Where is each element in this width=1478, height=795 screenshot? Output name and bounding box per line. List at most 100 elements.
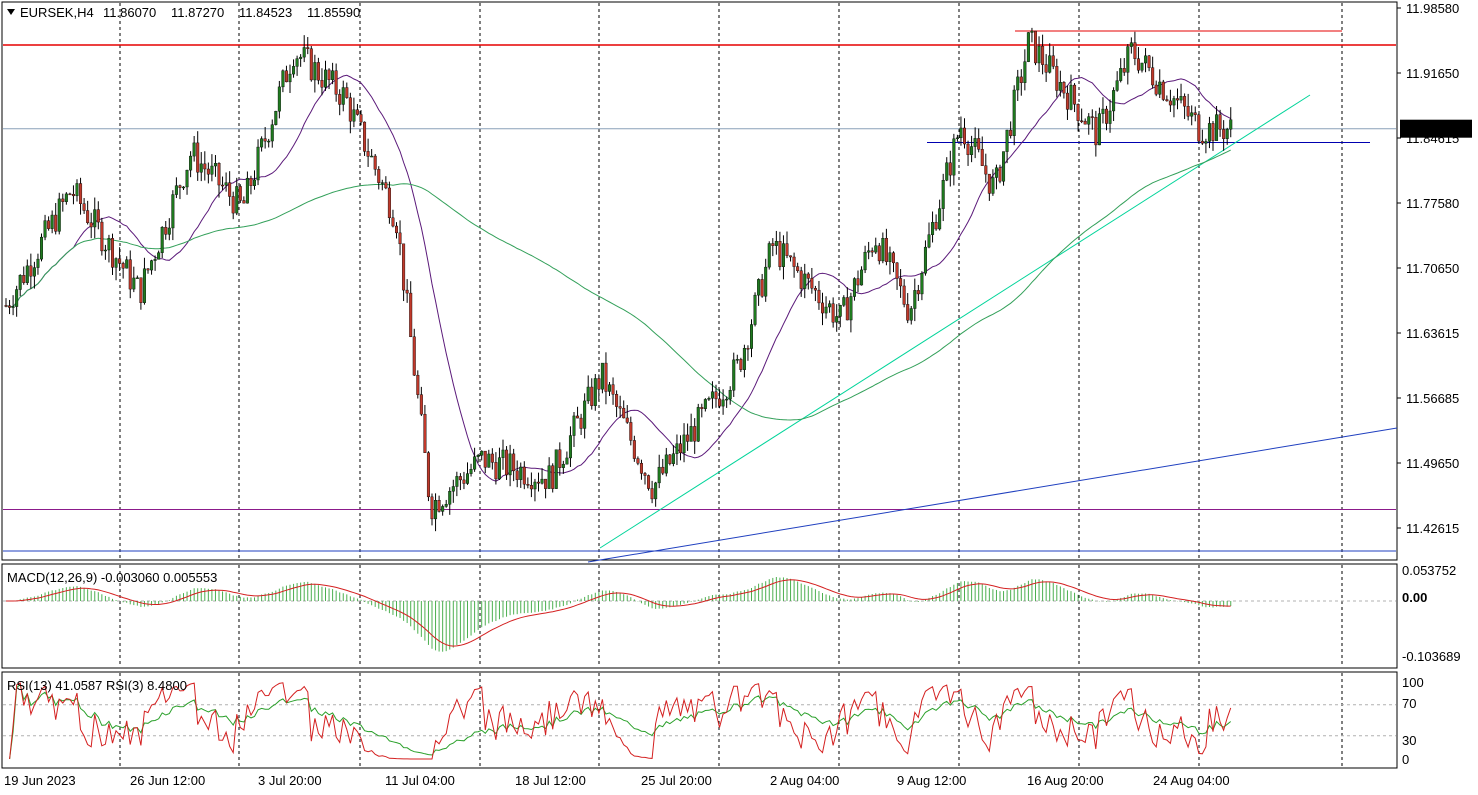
candle-body [597, 378, 601, 390]
candle-body [1215, 114, 1219, 141]
candle-body [79, 183, 83, 204]
candle-body [409, 292, 413, 338]
macd-axis-label: 0.00 [1402, 590, 1427, 605]
time-axis-label: 26 Jun 12:00 [130, 773, 205, 788]
candle-body [526, 484, 530, 486]
macd-panel[interactable] [1, 563, 1398, 669]
candle-body [359, 114, 363, 123]
moving-averages [5, 74, 1231, 482]
candle-body [515, 470, 519, 480]
candle-body [941, 180, 945, 209]
candle-body [473, 456, 477, 470]
candle-body [647, 475, 651, 489]
candle-body [586, 386, 590, 402]
candle-body [107, 238, 111, 251]
candle-body [568, 435, 572, 459]
candle-body [980, 149, 984, 166]
ma-slow-line [5, 149, 1231, 421]
candle-body [1108, 110, 1112, 124]
candle-body [455, 476, 459, 487]
rsi-label: RSI(13) 41.0587 RSI(3) 8.4800 [7, 678, 187, 693]
rsi-panel[interactable] [1, 671, 1398, 769]
candle-body [785, 243, 789, 256]
candle-body [142, 268, 146, 303]
candle-body [622, 407, 626, 419]
candle-body [1048, 55, 1052, 73]
price-panel[interactable] [1, 1, 1398, 561]
candle-body [529, 485, 533, 490]
price-axis-label: 11.63615 [1406, 326, 1459, 341]
macd-indicator [3, 577, 1396, 652]
candle-body [1218, 114, 1222, 130]
candle-body [366, 151, 370, 157]
rsi-axis-label: 30 [1402, 733, 1416, 748]
candle-body [870, 250, 874, 253]
candle-body [196, 142, 200, 173]
dropdown-triangle-icon[interactable] [7, 9, 15, 15]
open-value: 11.86070 [103, 5, 156, 20]
candle-body [1126, 46, 1130, 73]
candle-body [970, 146, 974, 155]
candle-body [544, 478, 548, 489]
candle-body [480, 450, 484, 456]
candle-body [135, 277, 139, 279]
candle-body [426, 452, 430, 498]
candle-body [238, 186, 242, 201]
candle-body [1129, 42, 1133, 47]
candle-body [1161, 81, 1165, 100]
candle-body [40, 236, 44, 260]
high-value: 11.87270 [171, 5, 224, 20]
candle-body [806, 273, 810, 279]
candle-body [1175, 98, 1179, 101]
candle-body [551, 465, 555, 489]
vertical-grid [119, 3, 1343, 767]
candle-body [561, 463, 565, 468]
candle-body [1002, 151, 1006, 182]
candle-body [778, 241, 782, 267]
symbol-label: EURSEK,H4 [20, 5, 94, 20]
candle-body [71, 193, 75, 197]
candle-body [906, 304, 910, 321]
candle-body [284, 70, 288, 83]
candle-body [139, 277, 143, 303]
candle-body [1136, 58, 1140, 71]
candle-body [1211, 123, 1215, 141]
candle-body [679, 443, 683, 454]
candle-body [185, 169, 189, 188]
candle-body [441, 506, 445, 512]
candle-body [590, 386, 594, 406]
candle-body [845, 297, 849, 321]
price-axis-label: 11.77580 [1406, 196, 1459, 211]
candle-body [948, 162, 952, 176]
current-price-box [1400, 119, 1472, 138]
candle-body [118, 258, 122, 264]
candle-body [828, 303, 832, 308]
candle-body [277, 86, 281, 112]
candle-body [1112, 90, 1116, 112]
candle-body [803, 273, 807, 289]
candle-body [973, 138, 977, 147]
candle-body [767, 243, 771, 268]
candle-body [1154, 84, 1158, 95]
time-axis-label: 18 Jul 12:00 [515, 773, 586, 788]
candle-body [963, 127, 967, 145]
candle-body [1069, 84, 1073, 110]
candle-body [448, 491, 452, 505]
candle-body [774, 241, 778, 246]
candle-body [1147, 55, 1151, 68]
candle-body [25, 265, 29, 283]
candle-body [1026, 32, 1030, 62]
candle-body [178, 185, 182, 188]
candle-body [554, 449, 558, 489]
candle-body [1229, 119, 1233, 130]
candle-body [89, 222, 93, 228]
candle-body [693, 426, 697, 442]
candle-body [657, 466, 661, 484]
candle-body [746, 348, 750, 350]
candle-body [824, 306, 828, 314]
candle-body [909, 308, 913, 321]
candle-body [1115, 80, 1119, 91]
candle-body [604, 362, 608, 392]
candle-body [938, 208, 942, 230]
candle-body [913, 290, 917, 309]
